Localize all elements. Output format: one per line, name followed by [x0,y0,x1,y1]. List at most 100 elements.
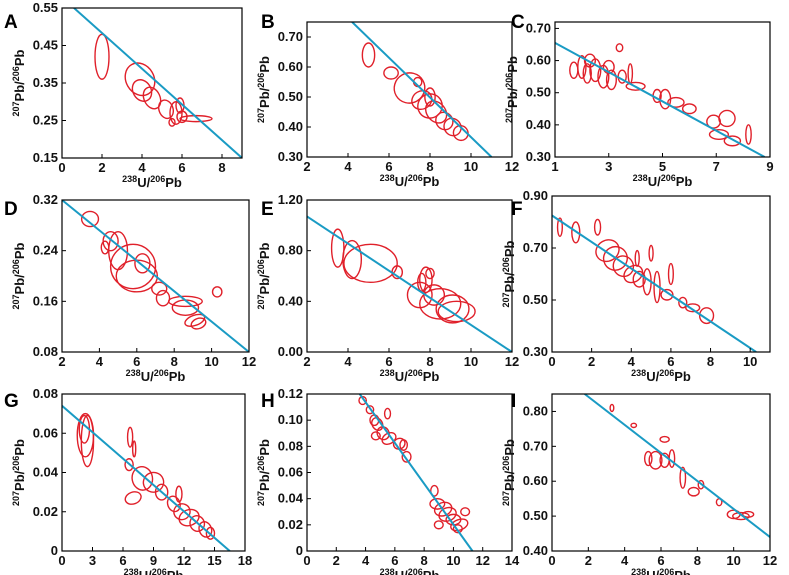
panel-letter: C [511,12,525,33]
x-tick-label: 2 [98,160,105,175]
error-ellipse [343,243,398,284]
y-axis-label: 207Pb/206Pb [501,439,517,506]
x-axis-label: 238U/206Pb [380,368,440,384]
error-ellipse [109,243,157,290]
y-tick-label: 0 [296,543,303,558]
error-ellipse [698,307,715,325]
error-ellipse [634,249,640,267]
panel-c: 1 3 5 7 9 0.30 0.40 0.50 0.60 0.70 238U/206Pb 207Pb… [504,12,774,189]
x-tick-label: 12 [505,354,519,369]
error-ellipse [155,289,171,307]
error-ellipse [154,483,169,501]
error-ellipse [625,81,646,91]
error-ellipse [679,466,687,489]
x-tick-label: 6 [391,553,398,568]
x-tick-label: 9 [150,553,157,568]
error-ellipse [211,286,223,298]
y-tick-label: 0.30 [278,149,303,164]
y-tick-label: 0.80 [278,243,303,258]
error-ellipse [452,124,469,142]
error-ellipse [131,79,153,102]
error-ellipse [612,255,635,278]
error-ellipse [643,450,653,467]
y-axis-label: 207Pb/206Pb [256,242,272,309]
y-tick-label: 0.24 [33,243,59,258]
x-tick-label: 0 [548,354,555,369]
x-tick-label: 10 [204,354,218,369]
error-ellipse [383,407,392,420]
panel-i: 0 2 4 6 8 10 12 0.40 0.50 0.60 0.70 0.80 238U/206Pb 2… [501,391,777,575]
panel-d: 2 4 6 8 10 12 0.08 0.16 0.24 0.32 238U/206Pb 207Pb/… [4,192,256,384]
x-tick-label: 4 [344,159,352,174]
y-tick-label: 0.40 [526,117,551,132]
x-tick-label: 6 [385,354,392,369]
x-tick-label: 2 [58,354,65,369]
error-ellipse [151,281,168,296]
y-tick-label: 0.90 [523,188,548,203]
x-tick-label: 1 [551,159,558,174]
regression-line [351,22,493,157]
error-ellipse [411,89,433,111]
x-tick-label: 6 [119,553,126,568]
error-ellipse [630,422,638,429]
error-ellipse [435,294,470,324]
x-tick-label: 4 [628,354,636,369]
error-ellipse [433,501,453,517]
error-ellipse [678,296,688,309]
plot-frame [306,21,513,158]
error-ellipse [615,43,624,53]
x-tick-label: 8 [426,159,433,174]
y-tick-label: 0.50 [278,89,303,104]
y-tick-label: 0.30 [526,149,551,164]
error-ellipse [433,520,444,530]
error-ellipse [371,417,384,432]
y-tick-label: 0.08 [33,344,58,359]
x-tick-label: 9 [766,159,773,174]
panel-b: 2 4 6 8 10 12 0.30 0.40 0.50 0.60 0.70 238U/206Pb 20… [256,12,519,189]
regression-line [584,394,770,538]
error-ellipse [142,471,165,493]
error-ellipse [393,72,426,104]
error-ellipse [648,244,654,262]
panel-h: 0 2 4 6 8 10 12 14 0 0.02 0.04 0.06 0.08 0.10 0.12 238U… [256,386,520,575]
y-tick-label: 0.16 [33,293,58,308]
plot-frame [551,195,771,353]
error-ellipse [582,63,592,84]
y-tick-label: 0.50 [523,292,548,307]
y-axis-label: 207Pb/206Pb [501,240,517,307]
regression-line [552,214,757,352]
x-tick-label: 8 [218,160,225,175]
error-ellipse [157,99,175,120]
error-ellipse [168,117,176,127]
panel-letter: F [511,199,523,220]
y-tick-label: 1.20 [278,192,303,207]
x-tick-label: 12 [177,553,191,568]
x-tick-label: 6 [657,553,664,568]
y-tick-label: 0.45 [33,38,58,53]
error-ellipse [376,426,390,441]
error-ellipse [167,295,203,308]
panel-g: 0 3 6 9 12 15 18 0 0.02 0.04 0.06 0.08 238U/206Pb 207… [4,386,252,575]
x-tick-label: 8 [426,354,433,369]
y-tick-label: 0.55 [33,0,58,15]
error-ellipse [583,53,597,68]
y-tick-label: 0.40 [523,543,548,558]
x-tick-label: 4 [344,354,352,369]
x-tick-label: 0 [58,553,65,568]
error-ellipse [131,465,154,491]
error-ellipse [556,217,564,237]
error-ellipse [569,61,579,79]
y-tick-label: 0.70 [278,29,303,44]
x-tick-label: 2 [588,354,595,369]
error-ellipse [435,111,454,131]
error-ellipse [659,435,670,443]
x-tick-label: 3 [89,553,96,568]
error-ellipse [205,526,216,540]
panel-letter: G [4,391,19,412]
x-tick-label: 10 [464,159,478,174]
x-tick-label: 2 [585,553,592,568]
error-ellipse [100,240,110,255]
y-tick-label: 0.30 [523,344,548,359]
ellipse-group [569,43,752,147]
